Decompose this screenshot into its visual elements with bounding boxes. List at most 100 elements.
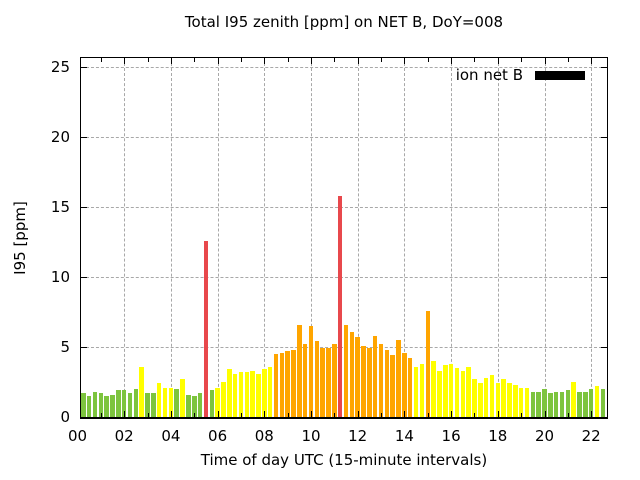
bar-1045	[326, 348, 331, 417]
x-minor-tick	[334, 58, 336, 62]
bar-1015	[314, 341, 320, 417]
gridline-vertical	[264, 58, 266, 417]
bar-0015	[81, 393, 86, 417]
bar-1830	[507, 383, 512, 417]
gridline-vertical	[124, 58, 126, 417]
plot-area: ion net B	[80, 57, 608, 419]
bar-2045	[559, 391, 565, 417]
x-tick-label: 00	[67, 427, 88, 445]
bar-1000	[308, 326, 314, 417]
bar-0100	[98, 393, 104, 417]
x-minor-tick	[287, 58, 289, 62]
bar-1400	[402, 352, 407, 417]
bar-2030	[553, 391, 559, 417]
x-major-tick	[170, 58, 172, 64]
x-tick-label: 22	[581, 427, 601, 445]
x-major-tick	[404, 411, 406, 417]
y-tick-label: 5	[60, 338, 70, 356]
x-minor-tick	[474, 58, 476, 62]
bar-0500	[192, 396, 197, 417]
bar-1300	[378, 344, 384, 417]
x-minor-tick	[147, 413, 149, 417]
bar-0400	[168, 387, 174, 417]
x-major-tick	[311, 411, 312, 417]
bar-0045	[92, 391, 98, 417]
x-major-tick	[357, 411, 359, 417]
bar-1530	[437, 370, 442, 417]
gridline-vertical	[591, 58, 593, 417]
legend-label: ion net B	[455, 66, 523, 84]
x-tick-label: 16	[441, 427, 461, 445]
bar-1115	[337, 195, 343, 417]
gridline-vertical	[311, 58, 312, 417]
bar-1415	[407, 358, 413, 417]
gridline-horizontal	[81, 67, 607, 68]
x-minor-tick	[427, 58, 429, 62]
bar-2130	[577, 391, 582, 417]
x-minor-tick	[240, 58, 242, 62]
bar-0800	[262, 369, 267, 417]
bar-1730	[483, 377, 489, 417]
x-minor-tick	[567, 58, 569, 62]
y-major-tick	[81, 137, 87, 138]
bar-1100	[332, 344, 337, 417]
y-tick-label: 0	[60, 408, 70, 426]
y-major-tick	[601, 277, 607, 278]
x-major-tick	[404, 58, 406, 64]
x-tick-label: 14	[394, 427, 414, 445]
gridline-vertical	[357, 58, 359, 417]
y-major-tick	[81, 207, 87, 208]
gridline-vertical	[497, 58, 499, 417]
bar-1800	[495, 383, 501, 417]
x-major-tick	[544, 411, 546, 417]
bar-0200	[121, 390, 127, 417]
bar-2215	[594, 386, 600, 417]
y-tick-label: 10	[50, 268, 70, 286]
bar-1330	[390, 355, 395, 417]
gridline-horizontal	[81, 207, 607, 208]
bar-0530	[203, 240, 209, 417]
bar-1700	[472, 379, 477, 417]
bar-0745	[256, 373, 261, 417]
bar-0730	[250, 370, 255, 417]
bar-0430	[180, 379, 185, 417]
bar-0415	[174, 389, 179, 417]
y-major-tick	[81, 347, 87, 348]
x-major-tick	[124, 411, 126, 417]
x-tick-labels: 00 02 04 06 08 10 12 14 16 18 20 22	[0, 427, 640, 445]
y-tick-label: 20	[50, 128, 70, 146]
bar-0915	[291, 349, 296, 417]
bar-2000	[542, 389, 547, 417]
bar-2115	[571, 382, 576, 417]
x-minor-tick	[287, 413, 289, 417]
x-tick-label: 06	[208, 427, 228, 445]
x-tick-label: 02	[114, 427, 134, 445]
bar-0115	[104, 396, 109, 417]
bar-1600	[448, 363, 454, 417]
y-tick-labels: 0 5 10 15 20 25	[0, 0, 70, 480]
x-minor-tick	[381, 58, 383, 62]
bar-0900	[285, 350, 290, 417]
chart-title: Total I95 zenith [ppm] on NET B, DoY=008	[184, 13, 504, 31]
x-tick-label: 20	[534, 427, 555, 445]
y-major-tick	[601, 207, 607, 208]
bar-2200	[588, 389, 594, 417]
bar-0815	[267, 366, 273, 417]
x-major-tick	[544, 58, 546, 64]
bar-1645	[466, 366, 471, 417]
x-major-tick	[264, 411, 266, 417]
bar-0145	[116, 390, 121, 417]
y-tick-label: 25	[50, 58, 70, 76]
y-major-tick	[601, 67, 607, 68]
bar-1445	[419, 363, 425, 417]
x-axis-title: Time of day UTC (15-minute intervals)	[200, 451, 488, 469]
x-major-tick	[451, 58, 453, 64]
bar-0445	[186, 394, 191, 417]
gridline-vertical	[451, 58, 453, 417]
bar-1345	[396, 340, 401, 417]
bar-1215	[361, 345, 366, 417]
bar-1545	[443, 365, 448, 417]
x-minor-tick	[100, 58, 102, 62]
bar-0715	[244, 372, 250, 417]
x-minor-tick	[240, 413, 242, 417]
